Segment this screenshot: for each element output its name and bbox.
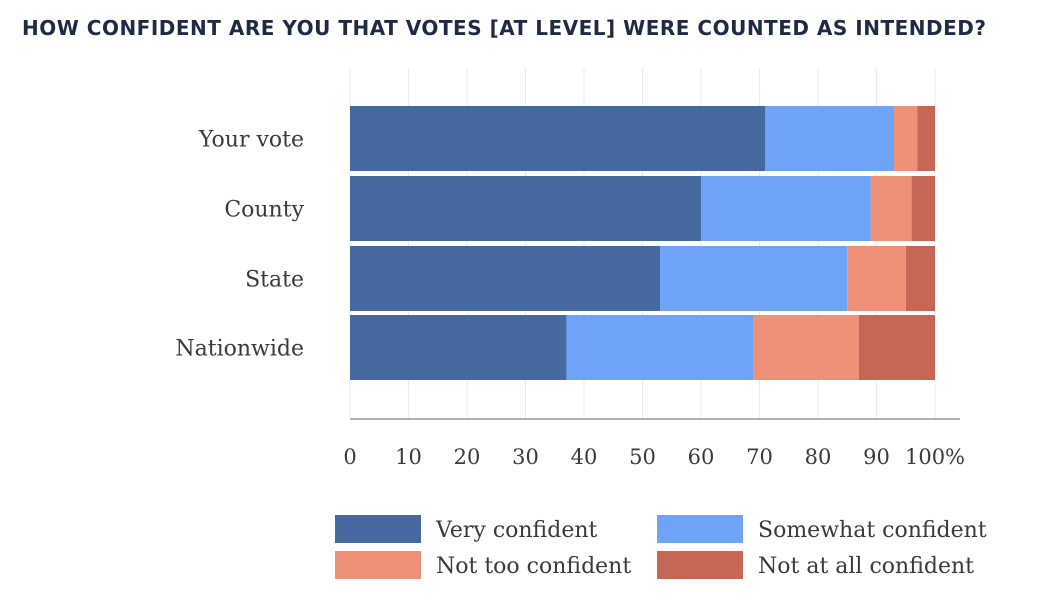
chart-title: HOW CONFIDENT ARE YOU THAT VOTES [AT LEV… — [22, 16, 987, 40]
bar-segment-very-confident — [350, 315, 567, 380]
legend-swatch — [335, 515, 421, 543]
bar-segment-very-confident — [350, 106, 766, 171]
x-tick-label: 70 — [746, 445, 773, 469]
bar-segment-not-too-confident — [753, 315, 859, 380]
bar-segment-somewhat-confident — [701, 176, 871, 241]
bar-segment-not-at-all-confident — [911, 176, 935, 241]
x-tick-label: 60 — [688, 445, 715, 469]
bar-segment-not-too-confident — [847, 246, 906, 311]
x-tick-label: 20 — [454, 445, 481, 469]
bars — [350, 106, 935, 380]
x-tick-label: 40 — [571, 445, 598, 469]
x-tick-label: 50 — [629, 445, 656, 469]
legend-label: Very confident — [435, 518, 598, 543]
category-labels: Your vote County State Nationwide — [175, 128, 304, 362]
bar-segment-somewhat-confident — [765, 106, 895, 171]
category-label: Nationwide — [175, 337, 304, 362]
bar-segment-not-too-confident — [870, 176, 912, 241]
bar-segment-not-at-all-confident — [858, 315, 935, 380]
bar-segment-not-too-confident — [894, 106, 918, 171]
category-label: State — [245, 268, 304, 293]
bar-segment-somewhat-confident — [566, 315, 754, 380]
x-tick-label: 100% — [905, 445, 965, 469]
legend-label: Not too confident — [436, 554, 631, 579]
bar-segment-very-confident — [350, 246, 661, 311]
category-label: County — [224, 198, 304, 223]
legend-label: Somewhat confident — [758, 518, 987, 543]
bar-segment-not-at-all-confident — [905, 246, 935, 311]
category-label: Your vote — [198, 128, 304, 153]
bar-segment-not-at-all-confident — [917, 106, 935, 171]
x-tick-label: 0 — [343, 445, 356, 469]
bar-segment-very-confident — [350, 176, 701, 241]
x-tick-label: 30 — [512, 445, 539, 469]
legend-label: Not at all confident — [758, 554, 974, 579]
x-tick-label: 90 — [863, 445, 890, 469]
x-tick-labels: 0 10 20 30 40 50 60 70 80 90 100% — [343, 445, 965, 469]
x-tick-label: 10 — [395, 445, 422, 469]
legend-swatch — [657, 515, 743, 543]
bar-segment-somewhat-confident — [660, 246, 848, 311]
legend-swatch — [657, 551, 743, 579]
legend-swatch — [335, 551, 421, 579]
x-tick-label: 80 — [805, 445, 832, 469]
legend: Very confident Somewhat confident Not too … — [335, 515, 987, 579]
